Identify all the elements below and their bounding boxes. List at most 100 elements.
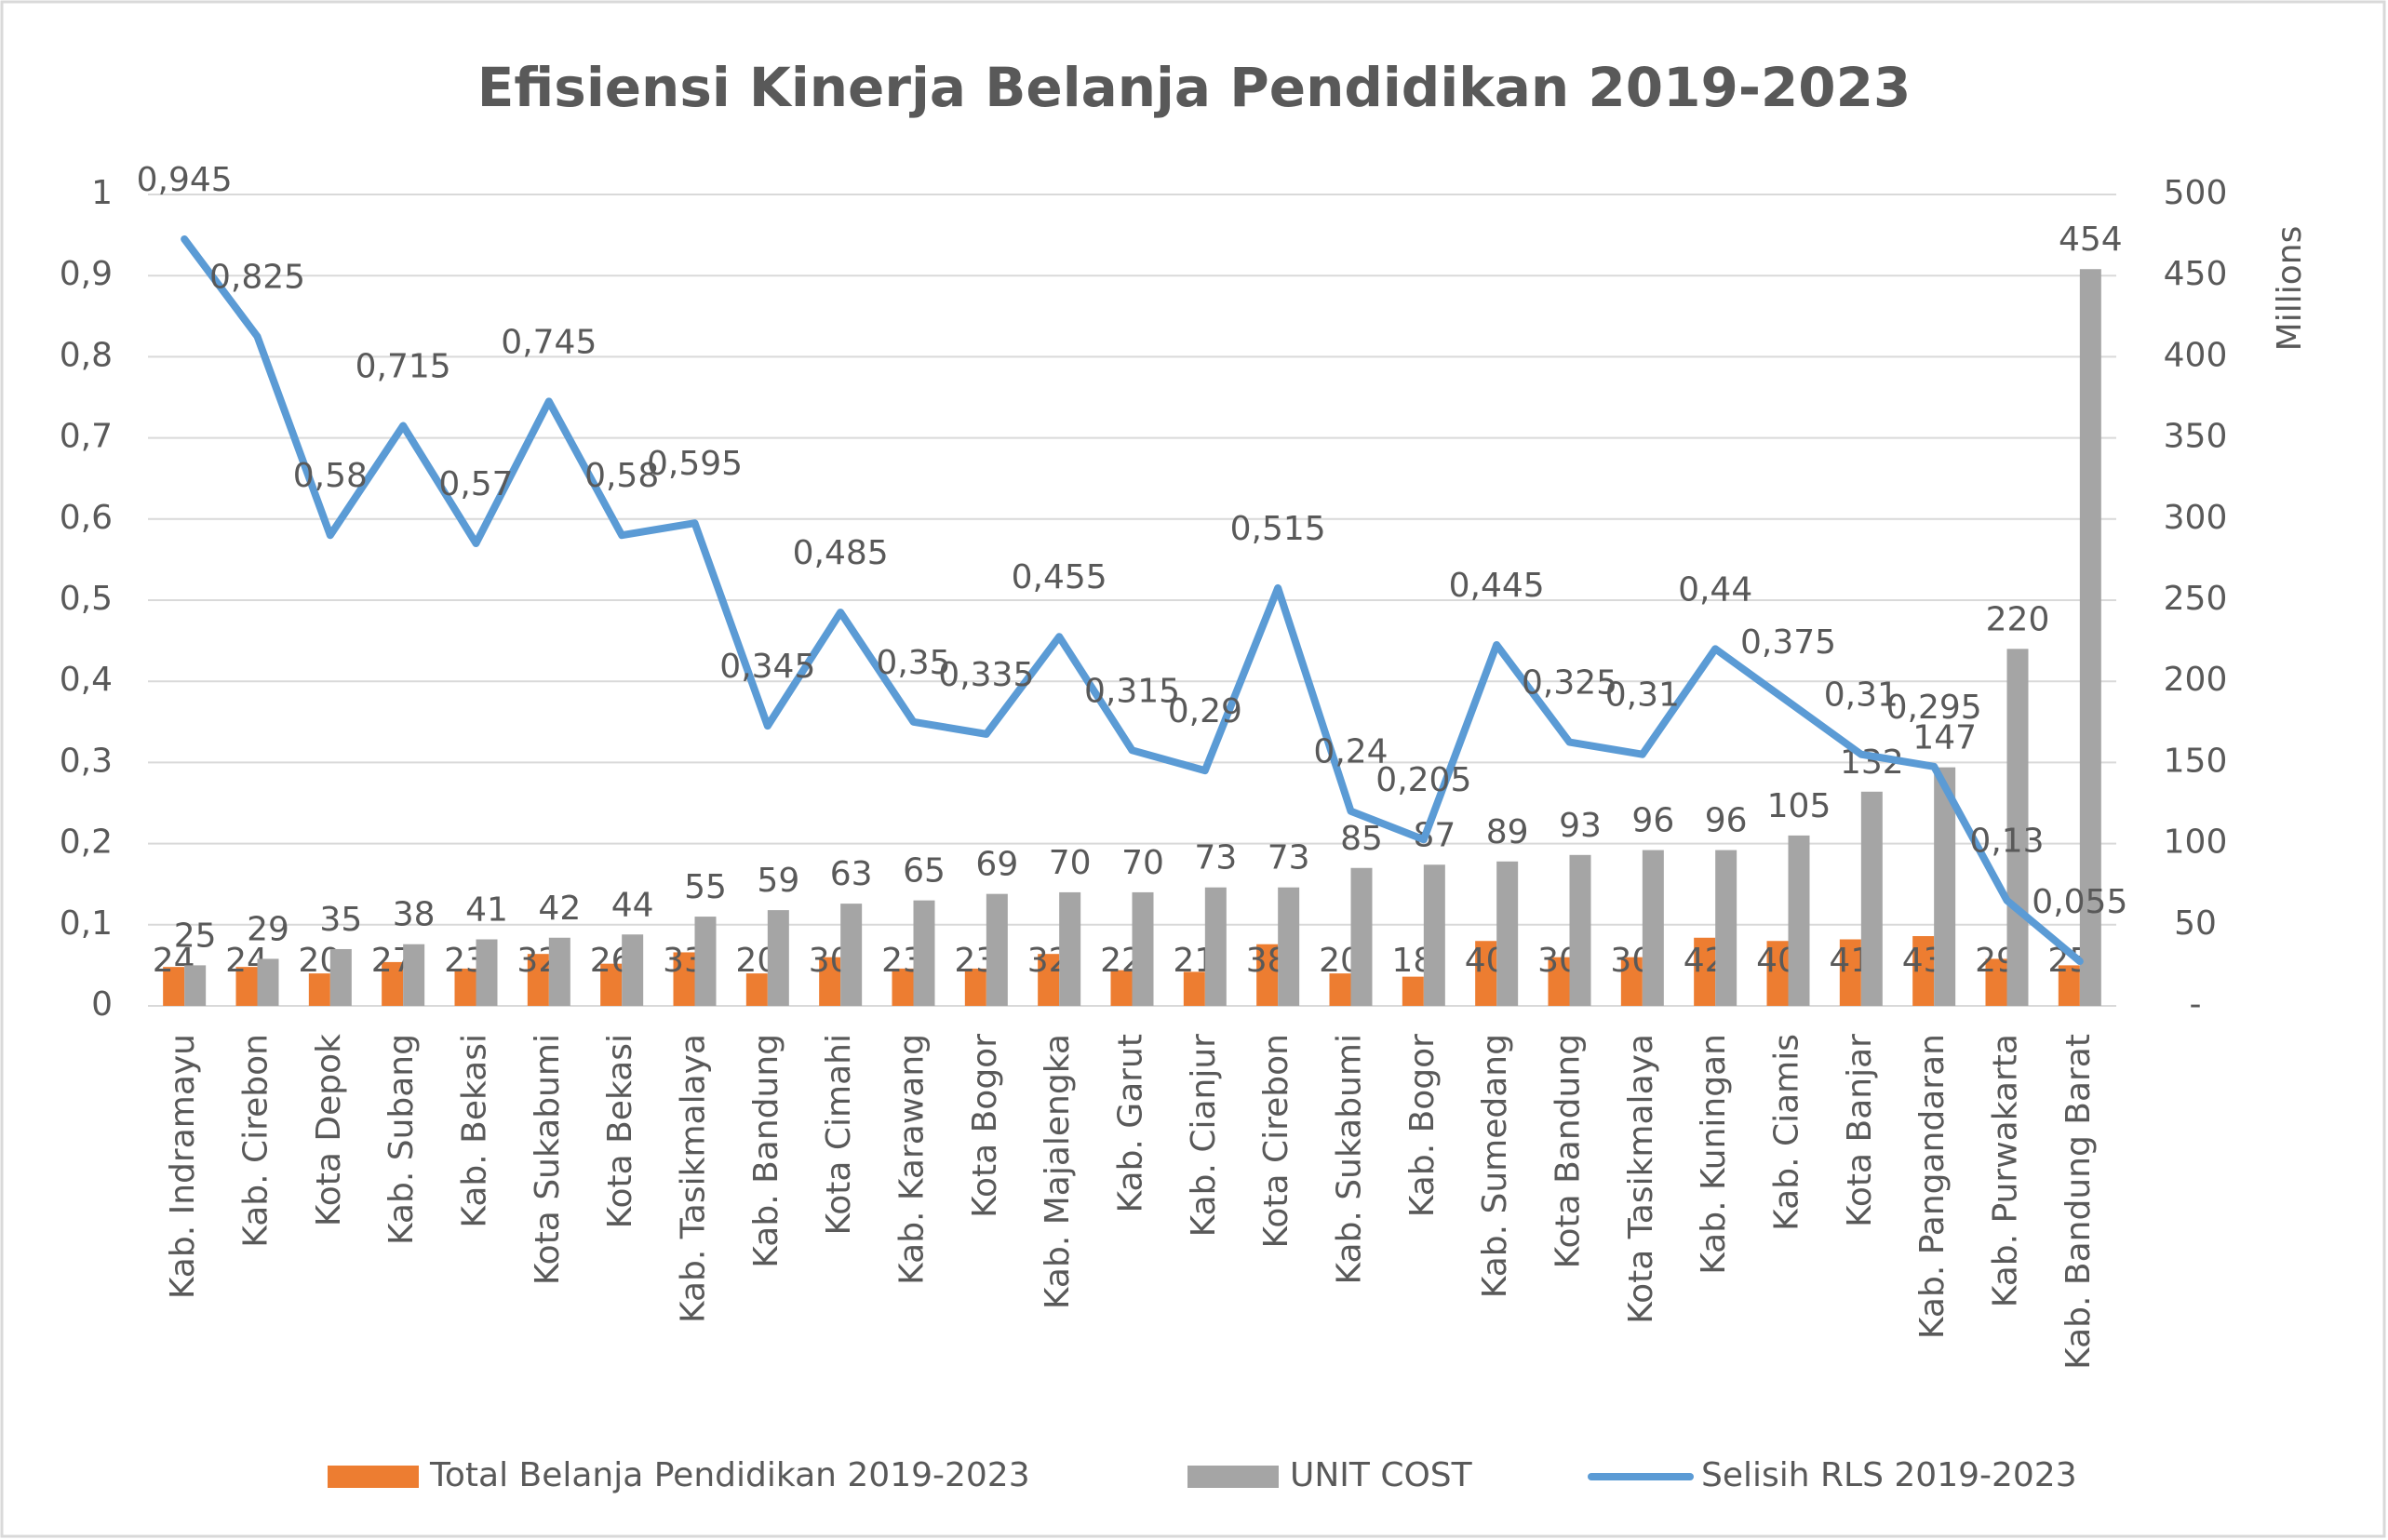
data-label: 0,445 (1449, 567, 1545, 605)
y2-tick-label: 100 (2164, 824, 2228, 862)
bar (913, 900, 935, 1006)
bar (1766, 941, 1789, 1006)
data-label: 35 (319, 901, 362, 939)
bar (308, 973, 330, 1006)
y-tick-label: 0,2 (60, 824, 113, 862)
bar (1256, 944, 1279, 1006)
legend-label: UNIT COST (1290, 1456, 1473, 1494)
data-label: 0,345 (719, 648, 815, 686)
x-tick-label: Kab. Bandung (747, 1034, 785, 1268)
bar (403, 944, 425, 1006)
y-tick-label: 0,3 (60, 742, 113, 780)
bar (1475, 941, 1497, 1006)
y-tick-label: 0,4 (60, 661, 113, 699)
bar (1110, 970, 1133, 1006)
y2-tick-label: 200 (2164, 661, 2228, 699)
bar (1402, 976, 1424, 1006)
data-label: 0,375 (1740, 623, 1836, 662)
y2-tick-label: 250 (2164, 580, 2228, 618)
y2-tick-label: 50 (2174, 904, 2217, 943)
y2-tick-label: 300 (2164, 499, 2228, 537)
legend-swatch (1187, 1466, 1279, 1488)
bar (1496, 861, 1519, 1006)
data-label: 93 (1559, 807, 1602, 845)
bar (1038, 954, 1060, 1006)
bar (600, 963, 623, 1006)
x-tick-label: Kab. Cianjur (1185, 1034, 1223, 1238)
legend-label: Total Belanja Pendidikan 2019-2023 (429, 1456, 1030, 1494)
data-label: 0,58 (293, 457, 368, 495)
x-tick-label: Kota Cimahi (820, 1034, 858, 1236)
bar (986, 893, 1008, 1006)
bar (1132, 891, 1154, 1006)
bar (840, 904, 863, 1006)
data-label: 0,31 (1605, 676, 1680, 715)
data-label: 73 (1268, 839, 1310, 877)
x-tick-label: Kab. Sukabumi (1331, 1034, 1369, 1284)
data-label: 38 (393, 896, 436, 934)
y2-tick-label: 500 (2164, 174, 2228, 212)
data-label: 0,325 (1522, 664, 1617, 703)
x-tick-label: Kota Depok (310, 1034, 348, 1226)
bar (1912, 936, 1935, 1006)
data-label: 0,315 (1084, 672, 1180, 710)
data-label: 0,715 (356, 348, 451, 386)
bar (548, 937, 570, 1006)
bar (329, 948, 352, 1006)
bar (1183, 971, 1205, 1006)
bar (1278, 887, 1300, 1006)
y-tick-label: 0,1 (60, 904, 113, 943)
x-tick-label: Kab. Karawang (893, 1034, 932, 1285)
data-label: 105 (1767, 787, 1831, 825)
bar (1839, 939, 1861, 1006)
y2-tick-label: 450 (2164, 255, 2228, 293)
x-tick-label: Kab. Indramayu (164, 1034, 202, 1299)
data-label: 41 (465, 891, 508, 929)
legend-swatch (328, 1466, 419, 1488)
x-tick-label: Kab. Purwakarta (1987, 1034, 2025, 1307)
bar (454, 968, 476, 1006)
bar (2058, 965, 2080, 1006)
y-tick-label: 1 (91, 174, 113, 212)
data-label: 0,295 (1886, 689, 1982, 727)
bar (1620, 957, 1643, 1006)
bar (622, 934, 644, 1006)
data-label: 0,745 (501, 323, 597, 361)
x-tick-label: Kab. Majalengka (1039, 1034, 1077, 1309)
y-tick-label: 0 (91, 985, 113, 1024)
bar (745, 973, 768, 1006)
bar (235, 967, 258, 1006)
data-label: 96 (1705, 802, 1748, 840)
bar (892, 968, 914, 1006)
data-label: 0,055 (2032, 883, 2127, 921)
x-tick-label: Kab. Ciamis (1768, 1034, 1806, 1231)
data-label: 96 (1631, 802, 1674, 840)
x-tick-label: Kota Tasikmalaya (1622, 1034, 1660, 1324)
x-tick-label: Kota Bekasi (601, 1034, 639, 1228)
data-label: 0,335 (938, 656, 1034, 694)
y2-axis-label: Millions (2271, 226, 2309, 352)
data-label: 0,205 (1375, 761, 1471, 799)
bar (1642, 850, 1664, 1006)
data-label: 0,825 (209, 259, 305, 297)
y-tick-label: 0,7 (60, 418, 113, 456)
bar (1548, 957, 1570, 1006)
bar (1715, 850, 1737, 1006)
bar (1694, 937, 1716, 1006)
x-tick-label: Kab. Sumedang (1476, 1034, 1514, 1298)
data-label: 25 (174, 917, 217, 955)
data-label: 55 (684, 868, 727, 906)
data-label: 220 (1986, 600, 2050, 638)
data-label: 454 (2059, 221, 2123, 259)
data-label: 0,24 (1313, 733, 1388, 771)
x-tick-label: Kab. Bogor (1403, 1034, 1442, 1217)
data-label: 0,57 (438, 465, 513, 503)
y2-tick-label: - (2190, 985, 2202, 1024)
bar (694, 917, 717, 1006)
bar (1569, 854, 1591, 1006)
line (181, 234, 2084, 966)
data-label: 0,13 (1969, 823, 2044, 861)
data-label: 0,455 (1012, 558, 1107, 596)
x-tick-label: Kota Banjar (1841, 1034, 1879, 1227)
